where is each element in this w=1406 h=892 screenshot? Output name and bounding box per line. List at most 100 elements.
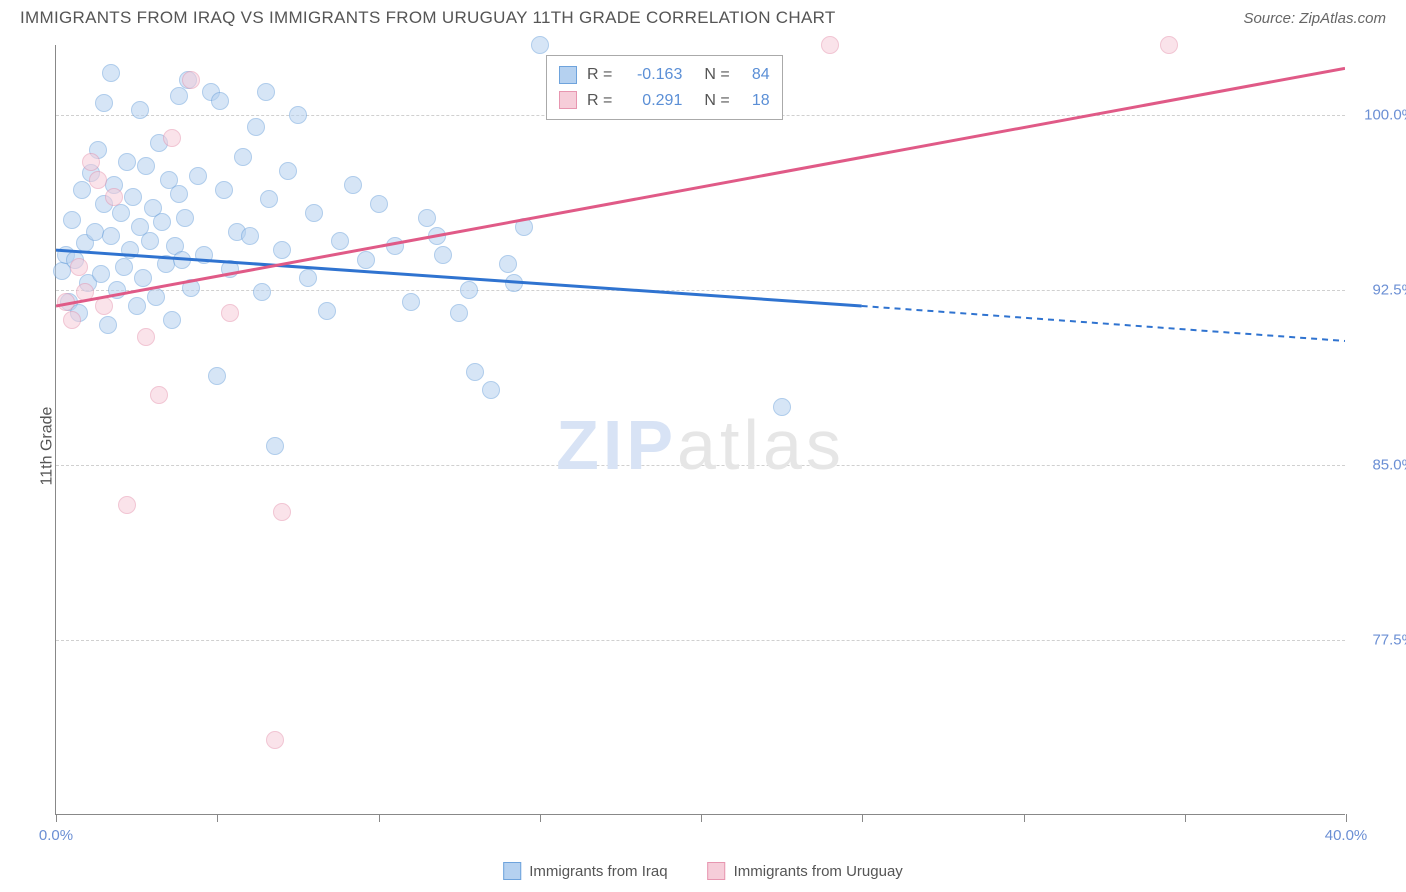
- data-point: [112, 204, 130, 222]
- stat-r-value: -0.163: [622, 62, 682, 88]
- data-point: [370, 195, 388, 213]
- data-point: [124, 188, 142, 206]
- data-point: [99, 316, 117, 334]
- data-point: [505, 274, 523, 292]
- data-point: [450, 304, 468, 322]
- data-point: [82, 153, 100, 171]
- data-point: [299, 269, 317, 287]
- data-point: [266, 731, 284, 749]
- data-point: [418, 209, 436, 227]
- data-point: [118, 496, 136, 514]
- data-point: [189, 167, 207, 185]
- data-point: [115, 258, 133, 276]
- gridline-h: [56, 465, 1345, 466]
- data-point: [247, 118, 265, 136]
- data-point: [63, 211, 81, 229]
- swatch-iraq: [503, 862, 521, 880]
- data-point: [357, 251, 375, 269]
- trend-line-extrapolated: [862, 306, 1345, 341]
- data-point: [163, 129, 181, 147]
- chart-title: IMMIGRANTS FROM IRAQ VS IMMIGRANTS FROM …: [20, 8, 836, 28]
- data-point: [170, 185, 188, 203]
- data-point: [95, 297, 113, 315]
- scatter-chart: ZIPatlas R =-0.163N =84R =0.291N =18 77.…: [55, 45, 1345, 815]
- data-point: [434, 246, 452, 264]
- data-point: [63, 311, 81, 329]
- data-point: [318, 302, 336, 320]
- data-point: [102, 64, 120, 82]
- data-point: [515, 218, 533, 236]
- data-point: [208, 367, 226, 385]
- data-point: [773, 398, 791, 416]
- data-point: [234, 148, 252, 166]
- data-point: [821, 36, 839, 54]
- x-tick: [1185, 814, 1186, 822]
- data-point: [147, 288, 165, 306]
- stat-n-label: N =: [704, 62, 729, 88]
- stats-legend-row: R =0.291N =18: [559, 88, 770, 114]
- data-point: [92, 265, 110, 283]
- data-point: [331, 232, 349, 250]
- data-point: [182, 71, 200, 89]
- data-point: [131, 101, 149, 119]
- legend-label-iraq: Immigrants from Iraq: [529, 863, 667, 880]
- x-tick-label: 40.0%: [1325, 827, 1368, 844]
- stats-legend: R =-0.163N =84R =0.291N =18: [546, 55, 783, 120]
- x-tick: [701, 814, 702, 822]
- stat-n-value: 84: [740, 62, 770, 88]
- data-point: [176, 209, 194, 227]
- y-tick-label: 92.5%: [1355, 282, 1406, 299]
- data-point: [182, 279, 200, 297]
- data-point: [466, 363, 484, 381]
- data-point: [257, 83, 275, 101]
- data-point: [266, 437, 284, 455]
- x-tick: [1024, 814, 1025, 822]
- data-point: [137, 328, 155, 346]
- data-point: [499, 255, 517, 273]
- stat-n-label: N =: [704, 88, 729, 114]
- data-point: [108, 281, 126, 299]
- x-tick: [540, 814, 541, 822]
- data-point: [482, 381, 500, 399]
- watermark-atlas: atlas: [677, 406, 845, 484]
- y-tick-label: 100.0%: [1355, 107, 1406, 124]
- data-point: [344, 176, 362, 194]
- data-point: [105, 188, 123, 206]
- data-point: [89, 171, 107, 189]
- legend-item-iraq: Immigrants from Iraq: [503, 862, 667, 880]
- x-tick: [379, 814, 380, 822]
- gridline-h: [56, 290, 1345, 291]
- legend-label-uruguay: Immigrants from Uruguay: [734, 863, 903, 880]
- data-point: [221, 260, 239, 278]
- data-point: [73, 181, 91, 199]
- data-point: [134, 269, 152, 287]
- data-point: [57, 293, 75, 311]
- source-attribution: Source: ZipAtlas.com: [1243, 10, 1386, 27]
- y-tick-label: 85.0%: [1355, 457, 1406, 474]
- data-point: [253, 283, 271, 301]
- data-point: [289, 106, 307, 124]
- data-point: [163, 311, 181, 329]
- data-point: [195, 246, 213, 264]
- swatch-icon: [559, 66, 577, 84]
- x-tick: [1346, 814, 1347, 822]
- data-point: [211, 92, 229, 110]
- data-point: [76, 283, 94, 301]
- data-point: [1160, 36, 1178, 54]
- gridline-h: [56, 640, 1345, 641]
- data-point: [260, 190, 278, 208]
- x-tick: [862, 814, 863, 822]
- data-point: [386, 237, 404, 255]
- data-point: [173, 251, 191, 269]
- legend-item-uruguay: Immigrants from Uruguay: [708, 862, 903, 880]
- data-point: [215, 181, 233, 199]
- data-point: [141, 232, 159, 250]
- data-point: [221, 304, 239, 322]
- data-point: [137, 157, 155, 175]
- data-point: [279, 162, 297, 180]
- stat-n-value: 18: [740, 88, 770, 114]
- data-point: [150, 386, 168, 404]
- x-tick-label: 0.0%: [39, 827, 73, 844]
- stat-r-value: 0.291: [622, 88, 682, 114]
- swatch-uruguay: [708, 862, 726, 880]
